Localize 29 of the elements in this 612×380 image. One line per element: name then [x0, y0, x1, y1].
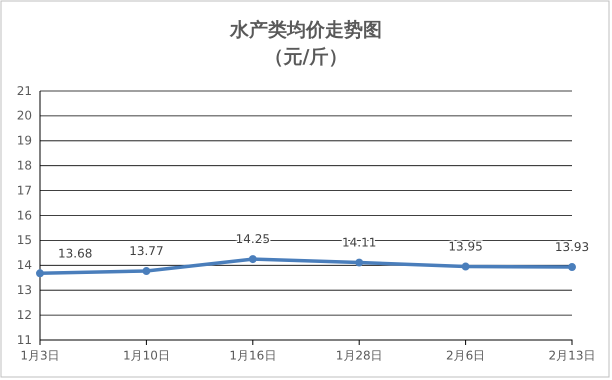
point: [462, 262, 470, 271]
x-tick-label: 2月13日: [548, 348, 596, 363]
point: [568, 263, 576, 272]
data-label: 13.77: [129, 244, 164, 258]
y-tick-label: 17: [16, 183, 32, 198]
y-tick-label: 19: [16, 134, 32, 148]
chart-subtitle: （元/斤）: [264, 46, 348, 68]
x-tick-label: 1月28日: [336, 348, 383, 363]
point: [355, 258, 364, 267]
data-label: 13.93: [554, 240, 590, 254]
x-tick-label: 2月6日: [446, 348, 486, 363]
x-tick-label: 1月3日: [20, 348, 60, 363]
x-tick-label: 1月16日: [229, 348, 276, 363]
y-tick-label: 20: [16, 108, 32, 123]
chart-title: 水产类均价走势图: [229, 19, 382, 41]
y-tick-label: 16: [16, 208, 32, 222]
data-label: 13.95: [448, 240, 483, 254]
y-tick-label: 11: [16, 332, 32, 347]
y-tick-label: 15: [16, 233, 32, 248]
y-tick-label: 18: [16, 158, 32, 173]
x-tick-label: 1月10日: [122, 348, 170, 363]
y-tick-label: 13: [16, 283, 32, 298]
y-tick-label: 21: [16, 84, 32, 98]
point: [248, 255, 257, 264]
point: [36, 269, 44, 278]
data-label: 13.68: [58, 246, 92, 260]
point: [142, 267, 150, 276]
y-tick-label: 14: [16, 258, 32, 272]
y-tick-label: 12: [16, 308, 32, 322]
